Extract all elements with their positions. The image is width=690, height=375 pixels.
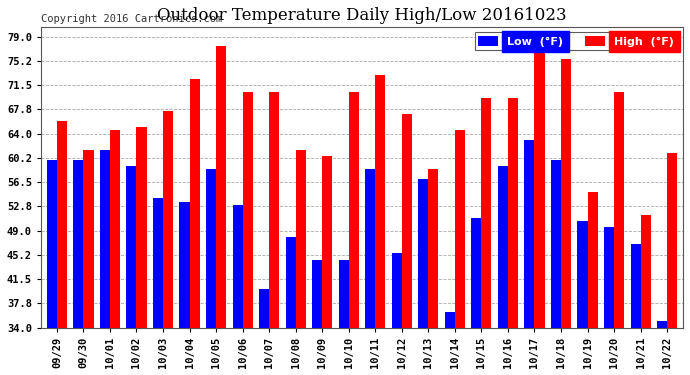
- Bar: [312, 260, 322, 328]
- Bar: [445, 312, 455, 328]
- Bar: [110, 130, 120, 328]
- Bar: [269, 92, 279, 328]
- Bar: [535, 33, 544, 328]
- Bar: [47, 159, 57, 328]
- Bar: [259, 289, 269, 328]
- Bar: [392, 254, 402, 328]
- Bar: [667, 153, 677, 328]
- Bar: [190, 79, 199, 328]
- Title: Outdoor Temperature Daily High/Low 20161023: Outdoor Temperature Daily High/Low 20161…: [157, 7, 566, 24]
- Bar: [614, 92, 624, 328]
- Bar: [179, 202, 190, 328]
- Bar: [418, 179, 428, 328]
- Bar: [631, 244, 640, 328]
- Bar: [126, 166, 137, 328]
- Bar: [73, 159, 83, 328]
- Bar: [216, 46, 226, 328]
- Bar: [402, 114, 412, 328]
- Bar: [561, 59, 571, 328]
- Bar: [365, 169, 375, 328]
- Bar: [588, 192, 598, 328]
- Bar: [83, 150, 94, 328]
- Bar: [508, 98, 518, 328]
- Bar: [471, 218, 482, 328]
- Bar: [322, 156, 333, 328]
- Bar: [657, 321, 667, 328]
- Bar: [57, 121, 67, 328]
- Bar: [348, 92, 359, 328]
- Text: Copyright 2016 Cartronics.com: Copyright 2016 Cartronics.com: [41, 14, 222, 24]
- Bar: [153, 198, 163, 328]
- Bar: [100, 150, 110, 328]
- Bar: [524, 140, 535, 328]
- Bar: [296, 150, 306, 328]
- Bar: [498, 166, 508, 328]
- Bar: [428, 169, 438, 328]
- Bar: [233, 205, 243, 328]
- Bar: [578, 221, 588, 328]
- Bar: [482, 98, 491, 328]
- Bar: [339, 260, 348, 328]
- Bar: [640, 214, 651, 328]
- Bar: [375, 75, 385, 328]
- Legend: Low  (°F), High  (°F): Low (°F), High (°F): [475, 33, 678, 50]
- Bar: [163, 111, 173, 328]
- Bar: [243, 92, 253, 328]
- Bar: [137, 127, 146, 328]
- Bar: [455, 130, 465, 328]
- Bar: [551, 159, 561, 328]
- Bar: [286, 237, 296, 328]
- Bar: [206, 169, 216, 328]
- Bar: [604, 228, 614, 328]
